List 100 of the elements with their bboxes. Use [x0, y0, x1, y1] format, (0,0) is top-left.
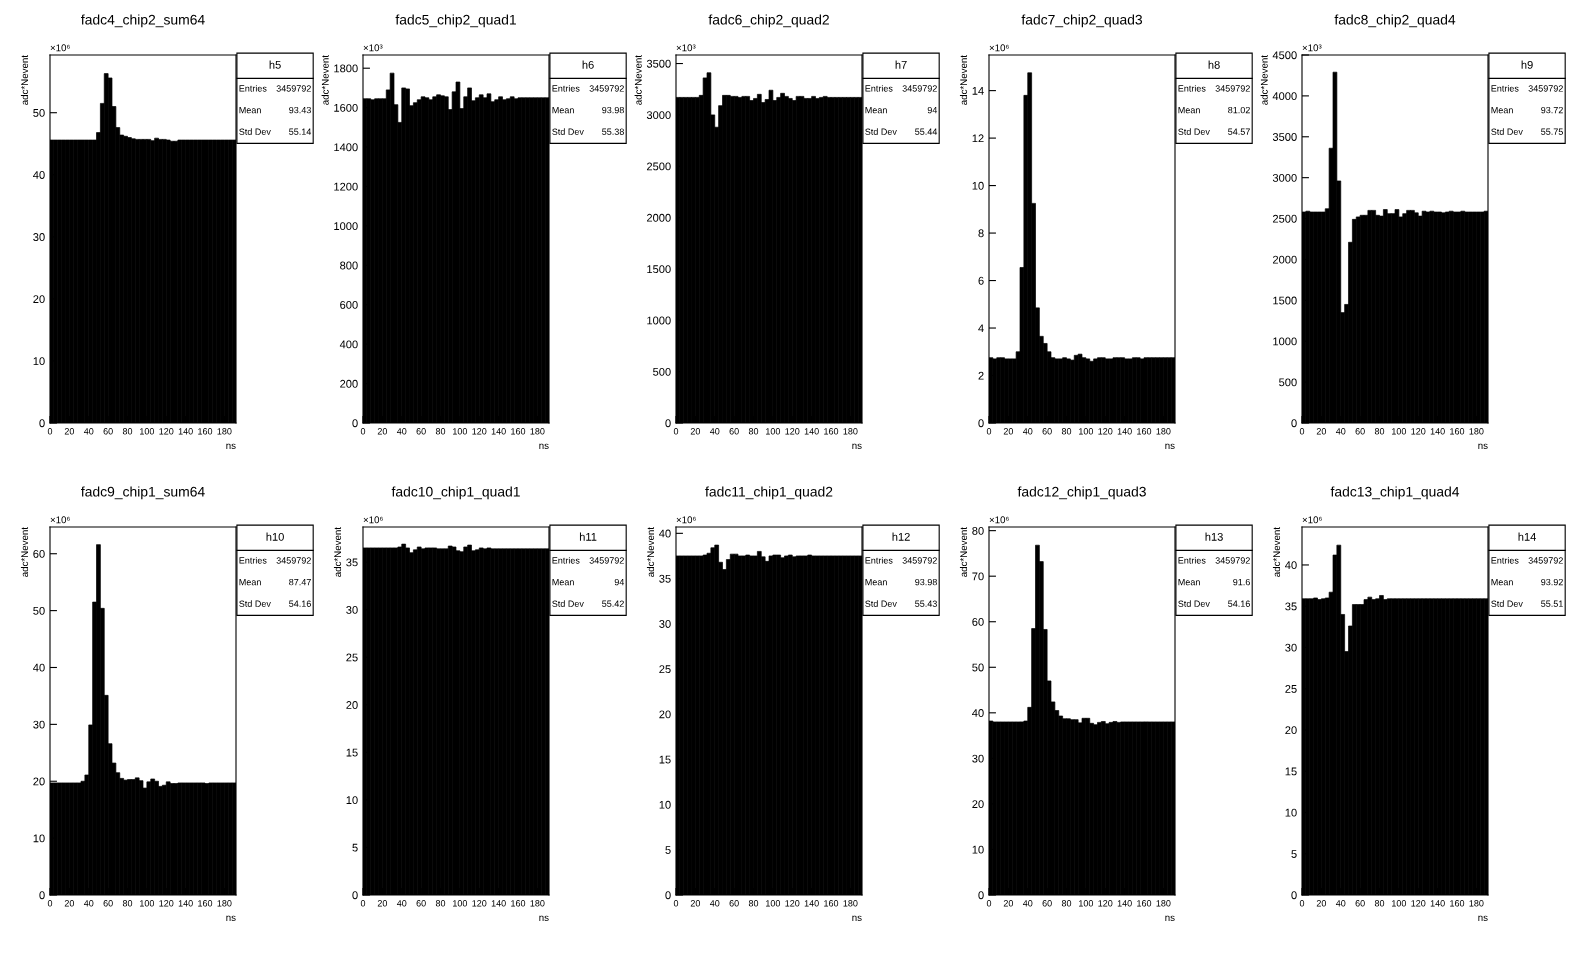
x-tick-label: 80 [1374, 428, 1385, 435]
y-tick-label: 14 [972, 86, 984, 95]
x-tick-label: 180 [1156, 428, 1171, 435]
text: 3459792 [1215, 557, 1250, 564]
y-tick-label: 30 [972, 754, 984, 763]
x-tick-label: 0 [673, 900, 679, 907]
x-tick-label: 40 [709, 428, 720, 435]
y-axis-title: adc*Nevent [959, 55, 968, 105]
text: ×10⁶ [50, 516, 70, 524]
y-tick-label: 30 [33, 720, 45, 729]
x-tick-label: 140 [178, 428, 193, 435]
y-tick-label: 10 [1285, 808, 1297, 817]
y-tick-label: 2 [978, 371, 984, 380]
text: Entries [552, 557, 580, 564]
y-tick-label: 0 [978, 891, 984, 900]
text: 54.57 [1228, 128, 1250, 135]
text: 3459792 [902, 85, 937, 92]
y-tick-label: 35 [1285, 602, 1297, 611]
y-tick-label: 40 [972, 709, 984, 717]
x-tick-label: 100 [1392, 428, 1407, 435]
x-tick-label: 40 [396, 900, 407, 907]
y-tick-label: 4 [978, 324, 984, 333]
y-tick-label: 35 [346, 558, 358, 567]
y-tick-label: 4500 [1272, 51, 1297, 60]
x-tick-label: 0 [673, 428, 679, 435]
y-axis-title: adc*Nevent [20, 55, 29, 105]
x-tick-label: 100 [453, 428, 468, 435]
x-tick-label: 120 [1411, 900, 1426, 907]
x-tick-label: 160 [198, 900, 213, 907]
y-tick-label: 0 [1291, 891, 1297, 900]
y-axis-title: adc*Nevent [634, 55, 642, 105]
x-tick-label: 180 [843, 900, 858, 907]
text: Mean [1491, 578, 1513, 586]
y-tick-label: 200 [340, 379, 358, 388]
text: 3459792 [1215, 85, 1250, 92]
x-tick-label: 140 [804, 428, 819, 435]
y-tick-label: 1600 [334, 103, 358, 112]
y-tick-label: 60 [972, 618, 984, 626]
x-tick-label: 20 [690, 900, 701, 907]
x-tick-label: 180 [1469, 900, 1484, 907]
text: 3459792 [1528, 85, 1563, 92]
x-tick-label: 40 [1022, 900, 1033, 907]
x-tick-label: 80 [435, 428, 446, 435]
x-tick-label: 20 [1316, 900, 1327, 907]
y-tick-label: 25 [346, 653, 358, 662]
x-tick-label: 40 [709, 900, 720, 907]
y-tick-label: 1200 [334, 182, 358, 191]
y-tick-label: 15 [346, 748, 358, 757]
x-tick-label: 0 [1299, 428, 1305, 435]
text: Entries [1178, 85, 1206, 92]
x-tick-label: 140 [1117, 428, 1132, 435]
chart-title: fadc7_chip2_quad3 [1021, 14, 1143, 28]
y-tick-label: 10 [33, 834, 45, 843]
x-tick-label: 60 [103, 428, 113, 435]
text: 93.43 [289, 106, 311, 114]
y-tick-label: 35 [659, 574, 671, 583]
text: ×10⁶ [363, 516, 383, 524]
text: Entries [552, 85, 580, 92]
y-tick-label: 30 [346, 606, 358, 614]
y-tick-label: 30 [33, 233, 45, 241]
text: h13 [1205, 532, 1223, 541]
x-tick-label: 140 [804, 900, 819, 907]
text: ×10³ [1302, 44, 1322, 52]
text: 54.16 [1228, 600, 1250, 607]
x-tick-label: 40 [1022, 428, 1033, 435]
x-tick-label: 20 [1003, 428, 1014, 435]
y-tick-label: 30 [1285, 643, 1297, 652]
x-tick-label: 60 [1355, 900, 1365, 907]
text: 91.6 [1233, 578, 1250, 586]
x-tick-label: 120 [785, 900, 800, 907]
text: Std Dev [1178, 128, 1210, 135]
text: Std Dev [552, 128, 584, 135]
text: 55.44 [915, 128, 938, 135]
text: 54.16 [289, 600, 311, 607]
text: 93.72 [1541, 106, 1563, 114]
x-tick-label: 180 [1469, 428, 1484, 435]
y-tick-label: 40 [33, 171, 45, 179]
chart-title: fadc10_chip1_quad1 [391, 486, 520, 500]
y-tick-label: 2000 [646, 213, 671, 222]
y-tick-label: 20 [1285, 726, 1297, 735]
chart-title: fadc6_chip2_quad2 [708, 14, 829, 28]
x-axis-title: ns [539, 915, 549, 921]
x-tick-label: 140 [1430, 900, 1445, 907]
x-tick-label: 0 [47, 428, 53, 435]
text: h14 [1518, 532, 1536, 541]
text: 55.42 [602, 600, 624, 607]
y-tick-label: 0 [39, 419, 45, 428]
y-tick-label: 3500 [1272, 133, 1297, 141]
x-tick-label: 120 [472, 428, 487, 435]
y-tick-label: 5 [665, 846, 671, 854]
text: Mean [865, 578, 887, 586]
x-tick-label: 180 [843, 428, 858, 435]
y-tick-label: 3000 [1272, 173, 1297, 182]
y-tick-label: 1000 [334, 222, 358, 231]
text: Entries [865, 557, 893, 564]
y-tick-label: 0 [39, 891, 45, 900]
y-tick-label: 20 [972, 800, 984, 809]
y-tick-label: 30 [659, 620, 671, 628]
x-axis-title: ns [852, 443, 862, 449]
y-tick-label: 12 [972, 134, 984, 143]
